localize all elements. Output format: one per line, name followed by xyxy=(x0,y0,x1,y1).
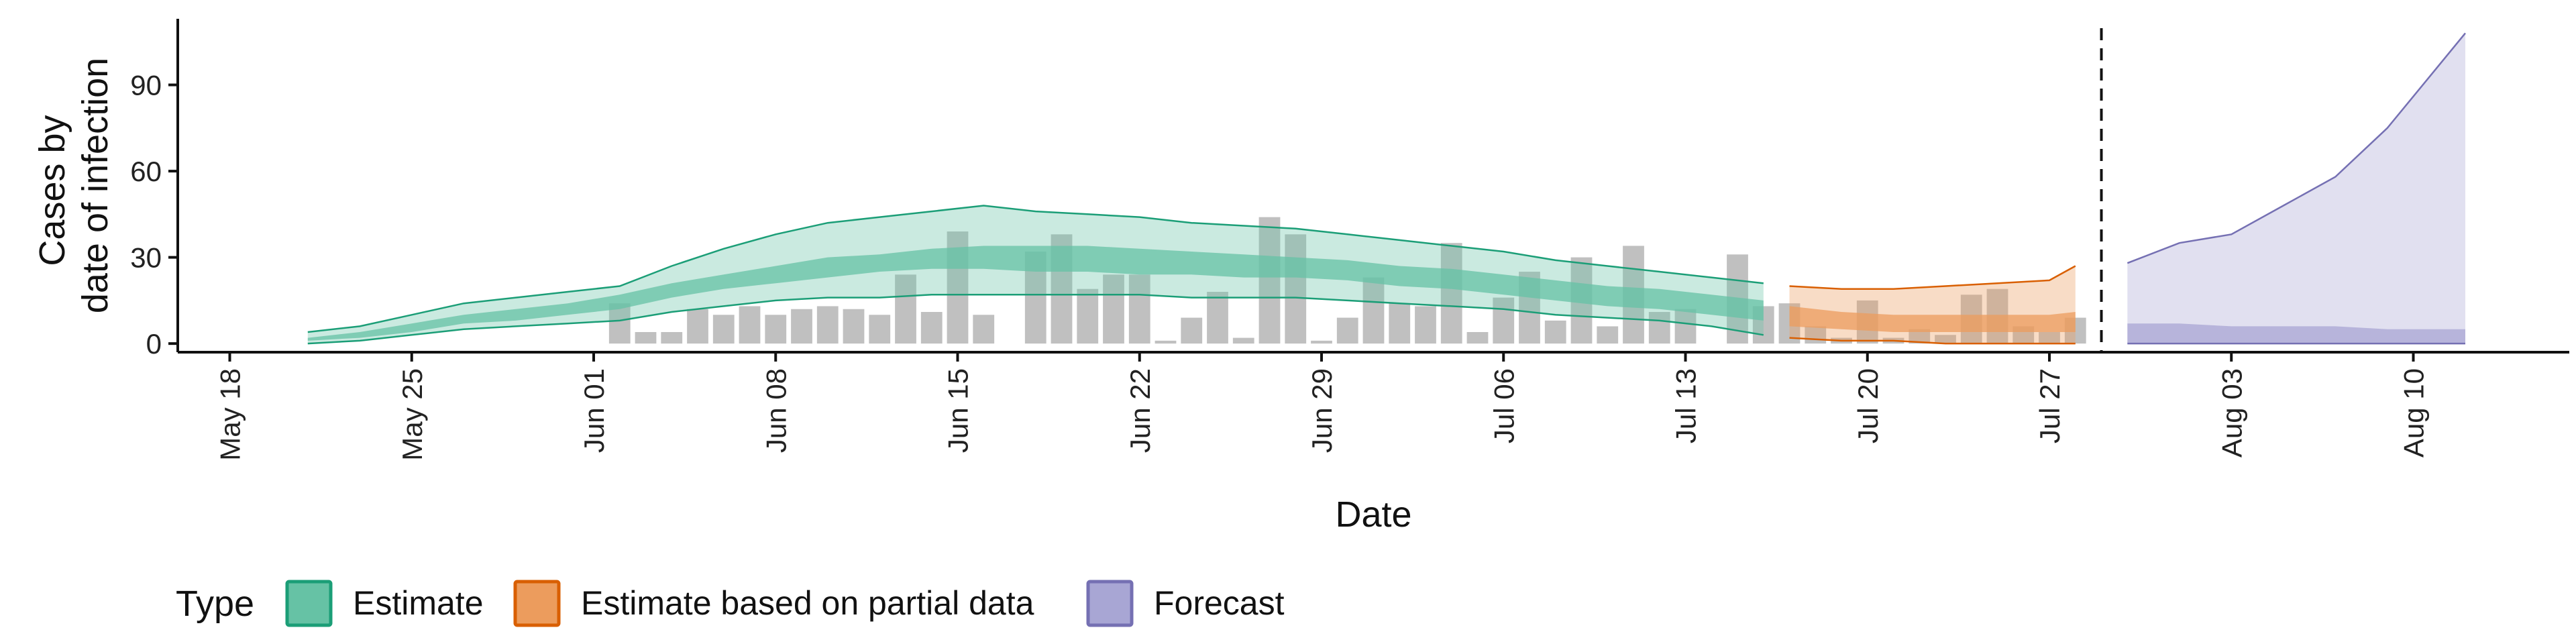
y-tick-label: 30 xyxy=(130,242,162,274)
x-tick-label: Jul 27 xyxy=(2034,368,2065,443)
estimate-lower-edge xyxy=(307,294,1764,345)
case-bar xyxy=(1935,335,1956,344)
x-tick-label: Jun 29 xyxy=(1306,368,1338,453)
x-tick-label: Jun 22 xyxy=(1124,368,1156,453)
case-bar xyxy=(1493,297,1515,344)
forecast-upper-edge xyxy=(2127,32,2466,264)
case-bar xyxy=(1232,337,1254,344)
case-bar xyxy=(1466,332,1489,344)
legend-title: Type xyxy=(176,584,254,624)
case-bar xyxy=(661,332,683,344)
case-bar xyxy=(1415,306,1436,344)
case-bar xyxy=(1909,329,1931,344)
case-bar xyxy=(608,303,631,344)
legend-item-estimate: Estimate xyxy=(285,580,484,627)
x-tick-label: Jul 06 xyxy=(1488,368,1519,443)
legend-item-estimate-based-on-partial-data: Estimate based on partial data xyxy=(513,580,1034,627)
legend-swatch xyxy=(1086,580,1134,627)
case-bar xyxy=(687,309,708,344)
case-bar xyxy=(1805,326,1827,344)
case-bar xyxy=(816,306,839,344)
estimate-based-on-partial-data-series xyxy=(1789,265,2076,345)
legend-item-forecast: Forecast xyxy=(1086,580,1285,627)
axes: 0 30 60 90 May 18 May 25 Jun 01 Jun 08 Jun 15 Ju… xyxy=(130,19,2569,461)
case-bar xyxy=(843,309,865,344)
case-bar xyxy=(1285,234,1307,344)
case-bar xyxy=(739,306,761,344)
case-bar xyxy=(1389,303,1411,344)
estimate-bands xyxy=(307,32,2466,345)
case-bar xyxy=(1128,274,1150,344)
legend: Type Estimate Estimate based on partial d… xyxy=(176,580,1285,627)
y-axis-title-line-2: date of infection xyxy=(75,58,115,313)
estimate-series xyxy=(307,205,1764,345)
case-bar xyxy=(1544,320,1566,344)
case-bar xyxy=(1181,317,1203,344)
x-tick-label: May 18 xyxy=(215,368,246,461)
forecast-series xyxy=(2127,32,2466,345)
legend-swatch xyxy=(285,580,333,627)
case-bar xyxy=(1674,309,1697,344)
y-tick-label: 60 xyxy=(130,156,162,187)
case-bar xyxy=(1336,317,1358,344)
case-bar xyxy=(765,315,787,344)
case-bar xyxy=(1207,292,1228,344)
x-tick-label: May 25 xyxy=(396,368,428,461)
x-tick-label: Jun 08 xyxy=(760,368,792,453)
y-ticks: 0 30 60 90 xyxy=(130,70,178,360)
x-tick-label: Jul 13 xyxy=(1670,368,1702,443)
case-bar xyxy=(1440,243,1462,344)
y-tick-label: 0 xyxy=(146,328,162,360)
estimate-based-on-partial-data-band-50 xyxy=(1789,306,2076,332)
estimate-based-on-partial-data-upper-edge xyxy=(1789,265,2076,290)
legend-items: Estimate Estimate based on partial data Fo… xyxy=(285,580,1285,627)
case-bar xyxy=(920,312,943,344)
legend-label: Forecast xyxy=(1154,584,1285,622)
case-bar xyxy=(1648,312,1670,344)
x-ticks: May 18 May 25 Jun 01 Jun 08 Jun 15 Jun 22 Jun … xyxy=(215,352,2430,461)
case-bar xyxy=(1103,274,1124,344)
x-axis-title: Date xyxy=(1335,494,1411,535)
legend-swatch xyxy=(513,580,561,627)
x-tick-label: Aug 10 xyxy=(2398,368,2430,458)
case-bar xyxy=(1155,340,1177,344)
estimate-band-50 xyxy=(307,246,1764,341)
estimate-based-on-partial-data-lower-edge xyxy=(1789,337,2076,345)
x-tick-label: Jul 20 xyxy=(1852,368,1884,443)
y-tick-label: 90 xyxy=(130,70,162,101)
case-bar xyxy=(869,315,891,344)
case-bar xyxy=(712,315,735,344)
forecast-band-90 xyxy=(2127,33,2465,344)
x-tick-label: Jun 01 xyxy=(578,368,610,453)
y-axis-title-line-1: Cases by xyxy=(32,115,72,266)
case-bar xyxy=(635,332,657,344)
case-bar xyxy=(973,315,995,344)
case-bar xyxy=(1077,288,1099,344)
x-tick-label: Jun 15 xyxy=(943,368,974,453)
case-bar xyxy=(1597,326,1619,344)
case-bar xyxy=(1362,277,1385,344)
case-bar xyxy=(1311,340,1332,344)
estimate-upper-edge xyxy=(307,205,1764,333)
forecast-band-50 xyxy=(2127,323,2465,344)
y-axis-title: Cases by date of infection xyxy=(32,58,115,313)
case-bar xyxy=(895,274,916,344)
case-bar xyxy=(1258,217,1281,344)
x-tick-label: Aug 03 xyxy=(2216,368,2247,458)
legend-label: Estimate xyxy=(353,584,484,622)
case-bar xyxy=(791,309,812,344)
case-bar xyxy=(2039,332,2060,344)
legend-label: Estimate based on partial data xyxy=(581,584,1034,622)
